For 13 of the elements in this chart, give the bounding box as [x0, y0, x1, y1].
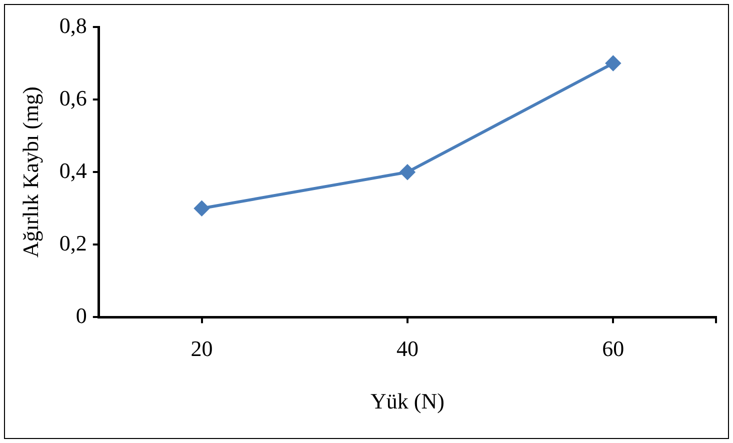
y-tick-label: 0,4 [59, 158, 87, 183]
x-tick-label: 60 [602, 336, 624, 362]
point [606, 56, 621, 71]
y-axis-title: Ağırlık Kaybı (mg) [18, 86, 43, 258]
x-tick-label: 20 [190, 336, 213, 362]
y-tick-label: 0,6 [59, 85, 87, 110]
y-tick-label: 0,8 [59, 12, 87, 38]
y-tick-label: 0,2 [59, 230, 87, 256]
point [194, 200, 210, 216]
x-axis-title: Yük (N) [370, 388, 444, 414]
point [400, 164, 415, 180]
x-tick-label: 40 [396, 336, 418, 362]
y-tick-label: 0 [76, 302, 87, 328]
